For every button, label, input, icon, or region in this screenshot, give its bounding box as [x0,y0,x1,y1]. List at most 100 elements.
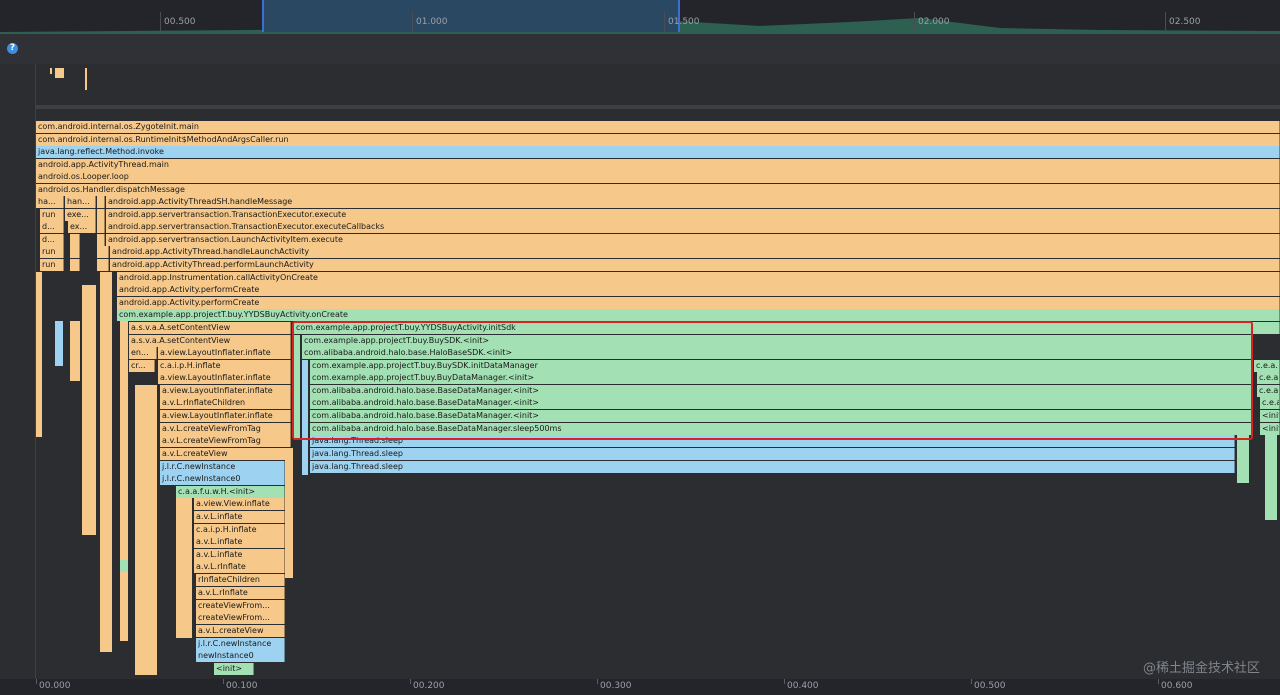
frame-create-view-from[interactable]: createViewFrom... [196,600,285,612]
tick-mark [1165,12,1166,32]
track-separator [0,105,1280,109]
frame-dispatch-message[interactable]: android.os.Handler.dispatchMessage [36,184,1280,196]
help-icon[interactable]: ? [7,43,18,54]
timeline-tick: 01.000 [416,17,448,27]
frame-caipH-inflate[interactable]: c.a.i.p.H.inflate [158,360,291,372]
frame-rinflate-children[interactable]: a.v.L.rInflateChildren [160,397,291,409]
frame-yyds-oncreate[interactable]: com.example.app.projectT.buy.YYDSBuyActi… [117,309,1280,321]
highlight-box [292,321,1253,440]
frame-new-instance[interactable]: j.l.r.C.newInstance [196,638,285,650]
frame[interactable] [97,234,105,246]
tick-mark [914,12,915,32]
frame-caipH-inflate[interactable]: c.a.i.p.H.inflate [194,524,285,536]
overview-timeline[interactable]: 00.500 01.000 01.500 02.000 02.500 [0,0,1280,34]
frame-d[interactable]: d... [40,221,64,233]
axis-tick: 00.100 [226,681,258,691]
frame-set-content-view[interactable]: a.s.v.a.A.setContentView [129,322,291,334]
frame-activity-perform-create[interactable]: android.app.Activity.performCreate [117,297,1280,309]
frame[interactable] [70,259,80,271]
tick-mark [412,12,413,32]
frame-stack-strip [285,448,293,578]
frame-looper-loop[interactable]: android.os.Looper.loop [36,171,1280,183]
frame-layout-inflate[interactable]: a.view.LayoutInflater.inflate [158,347,291,359]
frame-cea[interactable]: c.e.a [1257,372,1280,384]
frame-run[interactable]: run [40,259,64,271]
frame-create-view-from-tag[interactable]: a.v.L.createViewFromTag [160,423,291,435]
toolbar-row [0,34,1280,65]
frame-activity-perform-create[interactable]: android.app.Activity.performCreate [117,284,1280,296]
frame-stack-strip [1265,435,1277,520]
frame-set-content-view[interactable]: a.s.v.a.A.setContentView [129,335,291,347]
axis-tick: 00.200 [413,681,445,691]
frame-call-activity-oncreate[interactable]: android.app.Instrumentation.callActivity… [117,272,1280,284]
frame-avl-inflate[interactable]: a.v.L.inflate [194,536,285,548]
selection-range[interactable] [262,0,680,32]
frame-caafuwH-init[interactable]: c.a.a.f.u.w.H.<init> [176,486,285,498]
frame-perform-launch-activity[interactable]: android.app.ActivityThread.performLaunch… [110,259,1280,271]
frame-new-instance0[interactable]: newInstance0 [196,650,285,662]
frame-cea[interactable]: c.e.a. [1254,360,1280,372]
frame-create-view[interactable]: a.v.L.createView [160,448,291,460]
frame-run[interactable]: run [40,246,64,258]
frame-avl-rinflate[interactable]: a.v.L.rInflate [194,561,285,573]
frame-new-instance[interactable]: j.l.r.C.newInstance [160,461,285,473]
frame-layout-inflate[interactable]: a.view.LayoutInflater.inflate [160,410,291,422]
frame-execute-callbacks[interactable]: android.app.servertransaction.Transactio… [106,221,1280,233]
frame-layout-inflate[interactable]: a.view.LayoutInflater.inflate [158,372,291,384]
frame-create-view-from[interactable]: createViewFrom... [196,612,285,624]
frame-thread-sleep[interactable]: java.lang.Thread.sleep [310,461,1235,473]
frame-runtime-run[interactable]: com.android.internal.os.RuntimeInit$Meth… [36,134,1280,146]
frame-avl-inflate[interactable]: a.v.L.inflate [194,511,285,523]
timeline-tick: 01.500 [668,17,700,27]
timeline-tick: 02.500 [1169,17,1201,27]
frame-init[interactable]: <init> [214,663,254,675]
track-label-column [0,64,36,679]
frame-layout-inflate[interactable]: a.view.LayoutInflater.inflate [160,385,291,397]
frame[interactable] [97,221,105,233]
frame-cea[interactable]: c.e.a [1260,397,1280,409]
tick-mark [664,12,665,32]
frame-method-invoke[interactable]: java.lang.reflect.Method.invoke [36,146,1280,158]
timeline-tick: 00.500 [164,17,196,27]
frame-zygote-main[interactable]: com.android.internal.os.ZygoteInit.main [36,121,1280,133]
frame-run[interactable]: run [40,209,64,221]
frame[interactable] [70,234,80,246]
frame-avl-inflate[interactable]: a.v.L.inflate [194,549,285,561]
frame-handle-message[interactable]: han... [65,196,96,208]
frame-stack-strip [55,321,63,366]
frame-cr[interactable]: cr... [129,360,155,372]
frame-handle-launch-activity[interactable]: android.app.ActivityThread.handleLaunchA… [110,246,1280,258]
frame-launch-activity-item[interactable]: android.app.servertransaction.LaunchActi… [106,234,1280,246]
frame-create-view-from-tag[interactable]: a.v.L.createViewFromTag [160,435,291,447]
frame-transaction-execute[interactable]: android.app.servertransaction.Transactio… [106,209,1280,221]
frame-init-short[interactable]: <init [1260,423,1280,435]
frame-stack-strip [120,560,128,572]
axis-tick: 00.000 [39,681,71,691]
frame[interactable] [97,259,109,271]
frame-en[interactable]: en... [129,347,157,359]
frame-cea[interactable]: c.e.a [1257,385,1280,397]
frame[interactable] [97,209,105,221]
frame-ex[interactable]: ex... [68,221,96,233]
timeline-tick: 02.000 [918,17,950,27]
frame-execute[interactable]: exe... [65,209,96,221]
frame-handle-message[interactable]: ha... [36,196,64,208]
frame-activitythread-main[interactable]: android.app.ActivityThread.main [36,159,1280,171]
frame-d[interactable]: d... [40,234,64,246]
frame-thread-sleep[interactable]: java.lang.Thread.sleep [310,448,1235,460]
axis-tick: 00.500 [974,681,1006,691]
frame-stack-strip [302,360,308,475]
frame-activitythreadsh-handle[interactable]: android.app.ActivityThreadSH.handleMessa… [106,196,1280,208]
frame-rinflate-children[interactable]: rInflateChildren [196,574,285,586]
frame-stack-strip [135,385,157,675]
time-axis: 00.000 00.100 00.200 00.300 00.400 00.50… [0,679,1280,695]
frame[interactable] [97,196,105,208]
frame-init-short[interactable]: <init [1260,410,1280,422]
frame-new-instance0[interactable]: j.l.r.C.newInstance0 [160,473,285,485]
frame-avl-rinflate[interactable]: a.v.L.rInflate [196,587,285,599]
thread-track[interactable]: 3_3 [0,64,1280,108]
frame-create-view[interactable]: a.v.L.createView [196,625,285,637]
frame[interactable] [70,246,80,258]
frame[interactable] [97,246,109,258]
frame-view-inflate[interactable]: a.view.View.inflate [194,498,285,510]
